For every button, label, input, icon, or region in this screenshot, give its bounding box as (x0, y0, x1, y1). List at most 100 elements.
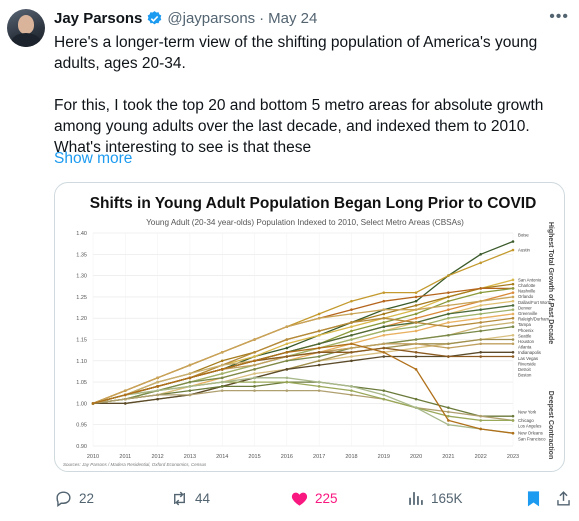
data-point (414, 316, 418, 320)
like-count: 225 (315, 490, 338, 506)
avatar[interactable] (7, 9, 45, 47)
data-point (447, 295, 450, 299)
y-axis: 0.90 0.95 1.00 1.05 1.10 1.15 1.20 1.25 1.30 1.35… (76, 231, 87, 450)
author-name[interactable]: Jay Parsons (54, 10, 143, 27)
data-point (479, 316, 482, 320)
data-point (382, 325, 386, 329)
x-tick-label: 2017 (313, 454, 325, 460)
data-point (350, 350, 353, 354)
data-point (382, 393, 386, 397)
series-label: Orlando (518, 294, 534, 299)
data-point (285, 338, 289, 341)
series-label: Charlotte (518, 283, 536, 288)
series-label: Detroit (518, 367, 531, 372)
data-point (414, 355, 418, 358)
x-tick-label: 2013 (184, 454, 196, 460)
y-tick-label: 1.40 (76, 231, 87, 237)
data-point (414, 312, 418, 316)
share-button[interactable] (554, 486, 573, 510)
data-point (511, 431, 515, 435)
data-point (479, 299, 482, 303)
data-point (350, 321, 353, 324)
data-point (253, 380, 256, 384)
show-more-link[interactable]: Show more (54, 150, 133, 167)
x-tick-label: 2019 (378, 454, 390, 460)
y-tick-label: 1.35 (76, 252, 87, 258)
data-point (317, 333, 321, 337)
data-point (447, 410, 450, 414)
data-point (285, 350, 289, 354)
data-point (479, 329, 482, 333)
data-point (285, 389, 289, 392)
data-point (447, 414, 450, 418)
repost-count: 44 (195, 490, 211, 506)
series-label: New York (518, 409, 537, 414)
data-point (220, 350, 224, 354)
y-tick-label: 1.15 (76, 338, 87, 344)
data-point (414, 346, 418, 350)
series-label: Raleigh/Durham (518, 317, 549, 322)
tweet-media-chart[interactable]: Shifts in Young Adult Population Began L… (54, 182, 565, 472)
data-point (317, 329, 321, 333)
data-point (479, 414, 482, 418)
data-point (220, 363, 224, 367)
data-point (447, 308, 450, 311)
data-point (253, 338, 256, 341)
data-point (317, 359, 321, 363)
data-point (447, 342, 450, 346)
data-point (511, 419, 515, 422)
author-handle[interactable]: @jayparsons (167, 10, 256, 27)
data-point (511, 333, 515, 337)
series-line-las-vegas (93, 338, 513, 405)
data-point (220, 359, 224, 363)
data-point (285, 359, 289, 363)
data-point (414, 397, 418, 401)
data-point (479, 355, 482, 358)
tweet-header: Jay Parsons @jayparsons · May 24 (54, 10, 317, 27)
data-point (382, 299, 386, 303)
repost-button[interactable]: 44 (170, 486, 210, 510)
views-button[interactable]: 165K (406, 486, 463, 510)
series-label: Atlanta (518, 345, 532, 350)
data-point (447, 346, 450, 350)
series-label: Dallas/Fort Worth (518, 300, 552, 305)
x-tick-label: 2011 (119, 454, 131, 460)
views-count: 165K (431, 490, 463, 506)
data-point (317, 316, 321, 320)
data-point (382, 316, 386, 320)
like-icon (291, 492, 308, 506)
x-tick-label: 2018 (345, 454, 357, 460)
data-point (479, 338, 482, 341)
series-labels: Boise Austin San AntonioCharlotteNashville… (518, 233, 552, 442)
reply-button[interactable]: 22 (54, 486, 94, 510)
tweet-paragraph-1: Here's a longer-term view of the shiftin… (54, 34, 538, 72)
data-point (479, 287, 482, 290)
data-point (156, 385, 159, 388)
data-point (317, 346, 321, 350)
series-line-detroit (93, 351, 513, 405)
data-point (414, 338, 418, 341)
data-point (511, 240, 515, 243)
y-tick-label: 0.90 (76, 444, 87, 450)
y-tick-label: 1.10 (76, 359, 87, 365)
data-point (511, 287, 515, 290)
bookmark-button[interactable] (524, 486, 543, 510)
data-point (479, 291, 482, 294)
data-point (447, 419, 450, 422)
repost-icon (174, 491, 185, 505)
series-label: Boise (518, 233, 529, 238)
series-line-los-angeles (92, 381, 513, 422)
data-point (382, 308, 386, 311)
data-point (350, 342, 353, 346)
tweet-date[interactable]: May 24 (268, 10, 318, 27)
like-button[interactable]: 225 (290, 486, 338, 510)
data-point (511, 316, 515, 320)
series-line-new-orleans (92, 377, 514, 434)
data-point (447, 355, 450, 358)
x-tick-label: 2021 (442, 454, 454, 460)
more-icon[interactable]: ••• (549, 8, 569, 25)
data-point (479, 350, 482, 354)
data-point (414, 325, 418, 329)
data-point (285, 380, 289, 384)
